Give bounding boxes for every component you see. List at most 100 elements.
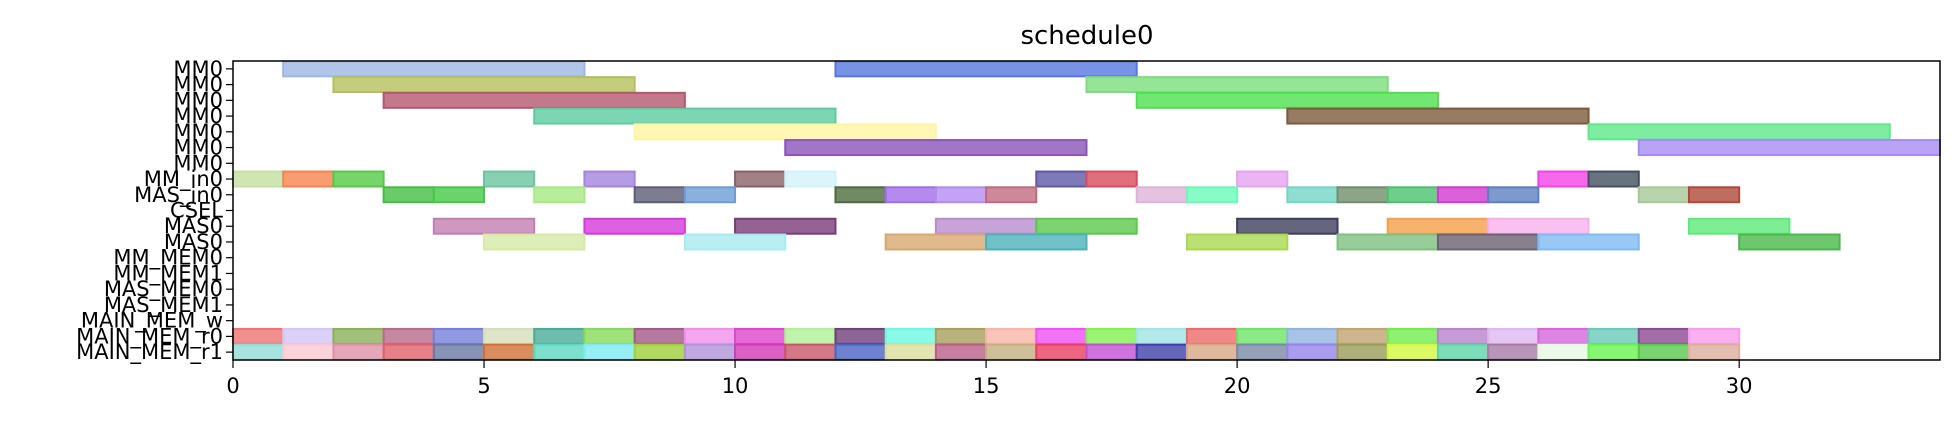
y-tick-label: MM0 xyxy=(173,73,223,97)
y-tick-label: MM_MEM1 xyxy=(113,261,223,286)
y-axis: MM0MM0MM0MM0MM0MM0MM0MM_in0MAS_in0CSELMA… xyxy=(76,57,233,365)
task-bar xyxy=(1487,186,1540,204)
task-bar xyxy=(784,139,1088,157)
task-bar xyxy=(1085,170,1138,188)
task-bar xyxy=(1035,217,1138,235)
task-bar xyxy=(884,343,937,361)
task-bar xyxy=(1035,327,1088,345)
y-tick-label: MM_MEM0 xyxy=(113,246,223,271)
task-bar xyxy=(834,327,887,345)
task-bar xyxy=(232,170,285,188)
task-bar xyxy=(1236,327,1289,345)
task-bar xyxy=(1487,343,1540,361)
task-bar xyxy=(683,343,737,361)
task-bar xyxy=(382,343,435,361)
y-tick-label: MM0 xyxy=(173,151,223,175)
x-tick-label: 30 xyxy=(1726,374,1753,398)
task-bar xyxy=(1637,139,1941,157)
task-bar xyxy=(683,233,787,251)
task-bar xyxy=(734,217,837,235)
task-bar xyxy=(583,170,636,188)
task-bar xyxy=(1085,343,1138,361)
task-bar xyxy=(533,343,586,361)
task-bar xyxy=(583,217,686,235)
x-tick-label: 15 xyxy=(973,374,1000,398)
task-bar xyxy=(834,186,887,204)
task-bar xyxy=(1386,186,1439,204)
task-bar xyxy=(1537,327,1590,345)
task-bar xyxy=(1587,343,1640,361)
task-bar xyxy=(784,170,837,188)
task-bar xyxy=(934,327,988,345)
task-bar xyxy=(1386,343,1439,361)
task-bar xyxy=(282,170,335,188)
task-bar xyxy=(633,327,686,345)
task-bar xyxy=(232,343,285,361)
task-bar xyxy=(884,233,988,251)
y-tick-label: MAS_MEM0 xyxy=(104,277,223,302)
y-tick-label: MAIN_MEM_r1 xyxy=(76,340,223,365)
task-bar xyxy=(985,186,1038,204)
task-bar xyxy=(1236,217,1339,235)
task-bar xyxy=(1085,327,1138,345)
y-tick-label: MAS_in0 xyxy=(134,183,223,208)
y-tick-label: MAIN_MEM_w xyxy=(81,309,223,334)
task-bar xyxy=(1035,343,1088,361)
task-bar xyxy=(1637,343,1690,361)
task-bar xyxy=(884,186,937,204)
y-tick-label: MM0 xyxy=(173,120,223,144)
task-bar xyxy=(1487,217,1590,235)
task-bar xyxy=(683,327,737,345)
y-tick-label: MM0 xyxy=(173,88,223,112)
task-bar xyxy=(1687,186,1741,204)
task-bar xyxy=(1185,343,1239,361)
task-bar xyxy=(332,76,636,94)
x-tick-label: 20 xyxy=(1224,374,1251,398)
task-bar xyxy=(432,186,486,204)
task-bar xyxy=(784,343,837,361)
task-bar xyxy=(533,186,586,204)
task-bar xyxy=(734,327,787,345)
task-bar xyxy=(1286,327,1339,345)
task-bar xyxy=(1436,186,1490,204)
task-bar xyxy=(533,107,837,125)
task-bar xyxy=(1687,343,1741,361)
task-bar xyxy=(934,186,988,204)
task-bar xyxy=(1637,327,1690,345)
task-bar xyxy=(583,343,636,361)
task-bars xyxy=(232,60,1941,361)
task-bar xyxy=(1135,327,1188,345)
task-bar xyxy=(934,343,988,361)
task-bar xyxy=(633,186,686,204)
y-tick-label: MAS_MEM1 xyxy=(104,293,223,318)
task-bar xyxy=(1537,343,1590,361)
task-bar xyxy=(985,327,1038,345)
task-bar xyxy=(382,91,686,109)
task-bar xyxy=(884,327,937,345)
task-bar xyxy=(1637,186,1690,204)
task-bar xyxy=(282,60,586,78)
task-bar xyxy=(834,343,887,361)
task-bar xyxy=(1135,186,1188,204)
task-bar xyxy=(1286,186,1339,204)
task-bar xyxy=(282,327,335,345)
task-bar xyxy=(483,170,536,188)
y-tick-label: MM0 xyxy=(173,104,223,128)
y-tick-label: MM0 xyxy=(173,136,223,160)
chart-title: schedule0 xyxy=(1020,21,1153,51)
task-bar xyxy=(985,233,1088,251)
task-bar xyxy=(1236,343,1289,361)
x-tick-label: 0 xyxy=(226,374,239,398)
task-bar xyxy=(683,186,737,204)
task-bar xyxy=(583,327,636,345)
y-tick-label: MM_in0 xyxy=(144,167,223,192)
task-bar xyxy=(1587,170,1640,188)
task-bar xyxy=(232,327,285,345)
task-bar xyxy=(1185,186,1239,204)
x-tick-label: 25 xyxy=(1475,374,1502,398)
task-bar xyxy=(332,343,385,361)
task-bar xyxy=(1336,186,1389,204)
task-bar xyxy=(1436,327,1490,345)
task-bar xyxy=(1487,327,1540,345)
task-bar xyxy=(1085,76,1389,94)
